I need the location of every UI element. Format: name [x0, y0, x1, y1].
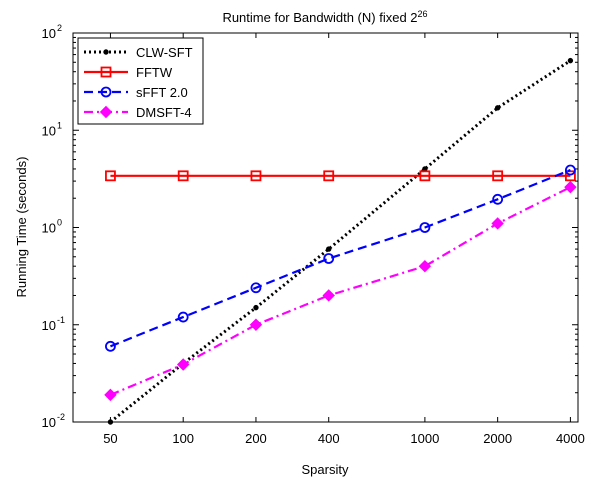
series-dmsft-4 [104, 180, 577, 402]
data-point [492, 193, 504, 205]
legend-entry: FFTW [84, 65, 173, 80]
y-axis-label: Running Time (seconds) [14, 157, 29, 298]
data-point [565, 164, 576, 176]
data-point [419, 222, 431, 233]
data-point [326, 246, 332, 252]
y-tick-label: 10 [42, 318, 56, 333]
data-point [177, 311, 189, 323]
y-tick-exponent: -1 [57, 315, 65, 325]
data-point [418, 259, 432, 273]
data-point [176, 358, 190, 371]
legend-marker [100, 86, 112, 98]
data-point [104, 388, 117, 402]
data-point [567, 57, 574, 64]
data-point [494, 105, 501, 111]
x-axis-label: Sparsity [302, 462, 349, 477]
x-tick-label: 1000 [410, 431, 439, 446]
data-point [105, 340, 116, 352]
data-point [249, 318, 263, 331]
chart-title: Runtime for Bandwidth (N) fixed 226 [222, 9, 427, 25]
legend-marker [103, 49, 109, 55]
y-tick-exponent: 1 [57, 120, 62, 130]
data-point [491, 217, 504, 230]
series-line [110, 168, 571, 348]
y-tick-exponent: 0 [57, 218, 62, 228]
chart-title-text: Runtime for Bandwidth (N) fixed 2 [222, 10, 417, 25]
x-tick-label: 4000 [556, 431, 585, 446]
data-point [323, 253, 335, 264]
x-tick-label: 100 [172, 431, 194, 446]
data-point [250, 170, 262, 182]
legend-marker [99, 105, 113, 119]
legend-entry: DMSFT-4 [84, 105, 192, 120]
y-tick-exponent: -2 [57, 412, 65, 422]
legend-label: FFTW [136, 65, 173, 80]
data-point [564, 180, 577, 194]
y-tick-label: 10 [42, 26, 56, 41]
data-point [177, 170, 189, 182]
chart-title-superscript: 26 [418, 9, 428, 19]
legend: CLW-SFT FFTW sFFT 2.0 DMSFT-4 [77, 37, 204, 125]
series-fftw [105, 170, 576, 182]
legend-entry: CLW-SFT [84, 45, 193, 60]
x-tick-label: 400 [318, 431, 340, 446]
y-tick-label: 10 [42, 415, 56, 430]
legend-marker [100, 66, 112, 78]
legend-entry: sFFT 2.0 [84, 85, 188, 100]
data-point [419, 170, 431, 182]
y-tick-label: 10 [42, 221, 56, 236]
legend-label: DMSFT-4 [136, 105, 192, 120]
x-tick-label: 50 [103, 431, 117, 446]
data-point [323, 170, 335, 182]
y-tick-label: 10 [42, 123, 56, 138]
data-point [253, 304, 259, 311]
legend-label: CLW-SFT [136, 45, 193, 60]
data-point [105, 170, 116, 182]
series-sfft-2-0 [105, 164, 576, 352]
data-point [565, 170, 576, 182]
data-point [322, 289, 335, 302]
data-point [250, 282, 262, 294]
data-point [492, 170, 504, 182]
legend-label: sFFT 2.0 [136, 85, 188, 100]
legend-box [77, 37, 204, 125]
x-tick-label: 200 [245, 431, 267, 446]
x-tick-label: 2000 [483, 431, 512, 446]
y-tick-exponent: 2 [57, 23, 62, 33]
